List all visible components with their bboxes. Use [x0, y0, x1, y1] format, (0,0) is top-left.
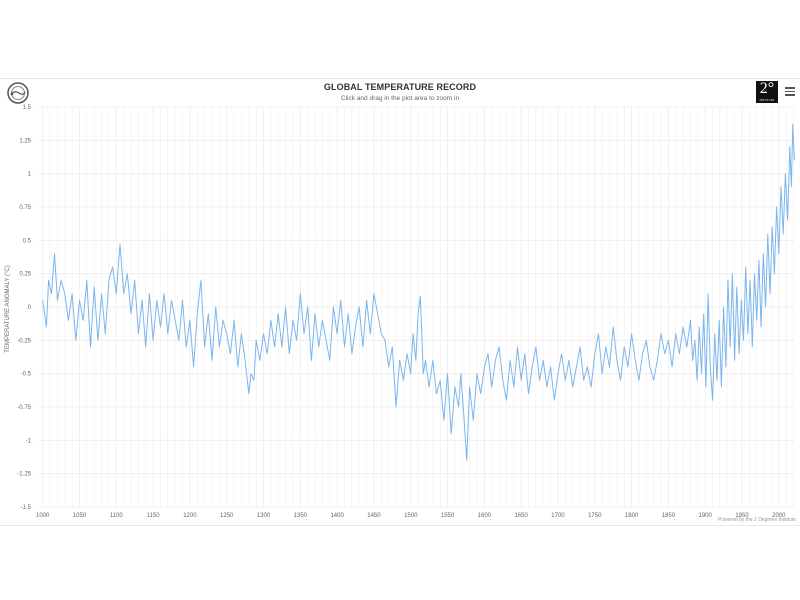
y-tick-label: 0: [28, 305, 32, 311]
institute-logo-number: 2°: [759, 80, 775, 97]
plot-area[interactable]: 1.5 1.25 1 0.75 0.5 0.25 0 -0.25 -0.5 -0.75 -1 -1.2…: [0, 79, 800, 525]
y-tick-label: -1.5: [21, 505, 32, 511]
x-tick-label: 1900: [699, 513, 713, 519]
x-tick-label: 1950: [735, 513, 749, 519]
x-tick-label: 1050: [73, 513, 87, 519]
y-tick-label: -1: [26, 438, 32, 444]
x-tick-label: 1800: [625, 513, 639, 519]
x-tick-label: 1850: [662, 513, 676, 519]
x-tick-label: 1150: [147, 513, 161, 519]
x-tick-label: 1250: [220, 513, 234, 519]
institute-logo: 2° INSTITUTE: [756, 80, 778, 103]
x-tick-label: 1650: [514, 513, 528, 519]
y-tick-label: 1.5: [23, 105, 32, 111]
y-tick-label: 1: [28, 172, 32, 178]
thermometer-circle-icon: [6, 81, 30, 105]
y-tick-label: 0.25: [19, 272, 31, 278]
chart-subtitle: Click and drag in the plot area to zoom …: [340, 95, 460, 102]
institute-logo-text: INSTITUTE: [759, 99, 775, 102]
chart-credit[interactable]: Powered by the 2 Degrees Institute: [717, 517, 796, 523]
y-tick-label: -1.25: [17, 472, 31, 478]
y-tick-label: -0.5: [21, 372, 32, 378]
y-tick-label: 1.25: [19, 138, 31, 144]
x-tick-label: 1750: [588, 513, 602, 519]
x-tick-label: 1700: [551, 513, 565, 519]
hamburger-menu-icon[interactable]: [784, 85, 796, 97]
x-tick-label: 1500: [404, 513, 418, 519]
x-tick-label: 1300: [257, 513, 271, 519]
x-tick-label: 1000: [36, 513, 50, 519]
chart-title: GLOBAL TEMPERATURE RECORD: [323, 82, 477, 92]
chart-container[interactable]: GLOBAL TEMPERATURE RECORD Click and drag…: [0, 78, 800, 526]
x-tick-label: 1350: [294, 513, 308, 519]
x-tick-label: 1400: [330, 513, 344, 519]
temperature-series-line: [42, 123, 795, 461]
y-tick-label: -0.75: [17, 405, 31, 411]
x-tick-label: 1450: [367, 513, 381, 519]
y-tick-label: -0.25: [17, 338, 31, 344]
x-tick-label: 1200: [183, 513, 197, 519]
y-tick-label: 0.75: [19, 205, 31, 211]
x-tick-label: 1550: [441, 513, 455, 519]
x-tick-label: 2000: [772, 513, 786, 519]
x-tick-label: 1100: [110, 513, 124, 519]
y-axis-label: TEMPERATURE ANOMALY (°C): [5, 265, 11, 352]
x-tick-label: 1600: [478, 513, 492, 519]
y-tick-label: 0.5: [23, 238, 32, 244]
